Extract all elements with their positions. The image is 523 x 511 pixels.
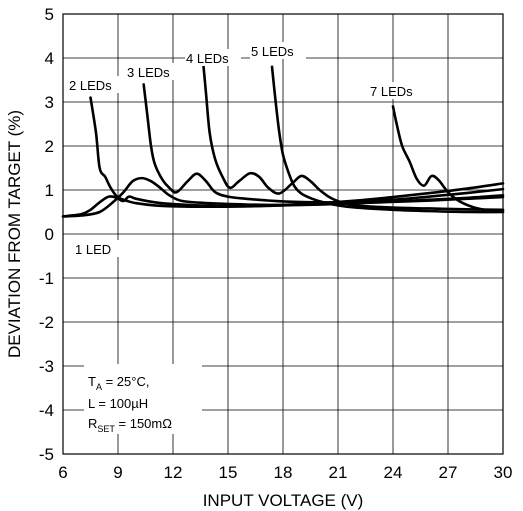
label-bg-7-leds xyxy=(369,82,425,99)
y-tick-label: 4 xyxy=(45,49,54,68)
conditions-box xyxy=(84,364,202,434)
x-tick-label: 6 xyxy=(58,463,67,482)
label-bg-2-leds xyxy=(68,76,124,93)
y-tick-labels: 5 4 3 2 1 0 -1 -2 -3 -4 -5 xyxy=(39,5,54,464)
y-tick-label: 5 xyxy=(45,5,54,24)
series-line-5-leds xyxy=(201,52,505,212)
y-tick-label: 3 xyxy=(45,93,54,112)
series-line-6-leds xyxy=(270,65,505,214)
y-tick-label: -2 xyxy=(39,313,54,332)
label-5-leds: 5 LEDs xyxy=(251,44,294,59)
y-tick-label: 1 xyxy=(45,181,54,200)
condition-rset: RSET = 150mΩ xyxy=(88,416,172,434)
x-axis-title: INPUT VOLTAGE (V) xyxy=(203,491,364,510)
label-bg-4-leds xyxy=(185,49,241,66)
y-axis-title: DEVIATION FROM TARGET (%) xyxy=(5,110,24,358)
x-tick-label: 12 xyxy=(164,463,183,482)
x-tick-label: 30 xyxy=(494,463,513,482)
condition-l: L = 100µH xyxy=(88,396,148,411)
label-bg-5-leds xyxy=(250,42,306,59)
label-3-leds: 3 LEDs xyxy=(127,65,170,80)
x-tick-label: 9 xyxy=(113,463,122,482)
label-1-led: 1 LED xyxy=(75,242,111,257)
x-tick-label: 18 xyxy=(274,463,293,482)
y-tick-label: -1 xyxy=(39,269,54,288)
series-line-1-led xyxy=(61,182,505,218)
label-bg-3-leds xyxy=(126,63,182,80)
condition-ta: TA = 25°C, xyxy=(88,374,149,392)
label-2-leds: 2 LEDs xyxy=(69,78,112,93)
y-tick-label: 0 xyxy=(45,225,54,244)
y-tick-label: -4 xyxy=(39,401,54,420)
label-4-leds: 4 LEDs xyxy=(186,51,229,66)
x-tick-label: 21 xyxy=(329,463,348,482)
y-tick-label: 2 xyxy=(45,137,54,156)
label-bg-1-led xyxy=(73,240,123,257)
x-tick-label: 15 xyxy=(219,463,238,482)
x-tick-label: 27 xyxy=(439,463,458,482)
y-tick-label: -5 xyxy=(39,445,54,464)
x-tick-label: 24 xyxy=(384,463,403,482)
y-tick-label: -3 xyxy=(39,357,54,376)
plot-frame xyxy=(62,13,504,455)
series-line-4-leds xyxy=(61,176,505,218)
series-group xyxy=(61,52,505,218)
series-line-7-leds xyxy=(391,105,505,214)
x-tick-labels: 6 9 12 15 18 21 24 27 30 xyxy=(58,463,512,482)
series-line-2-leds xyxy=(89,96,505,208)
label-7-leds: 7 LEDs xyxy=(370,84,413,99)
